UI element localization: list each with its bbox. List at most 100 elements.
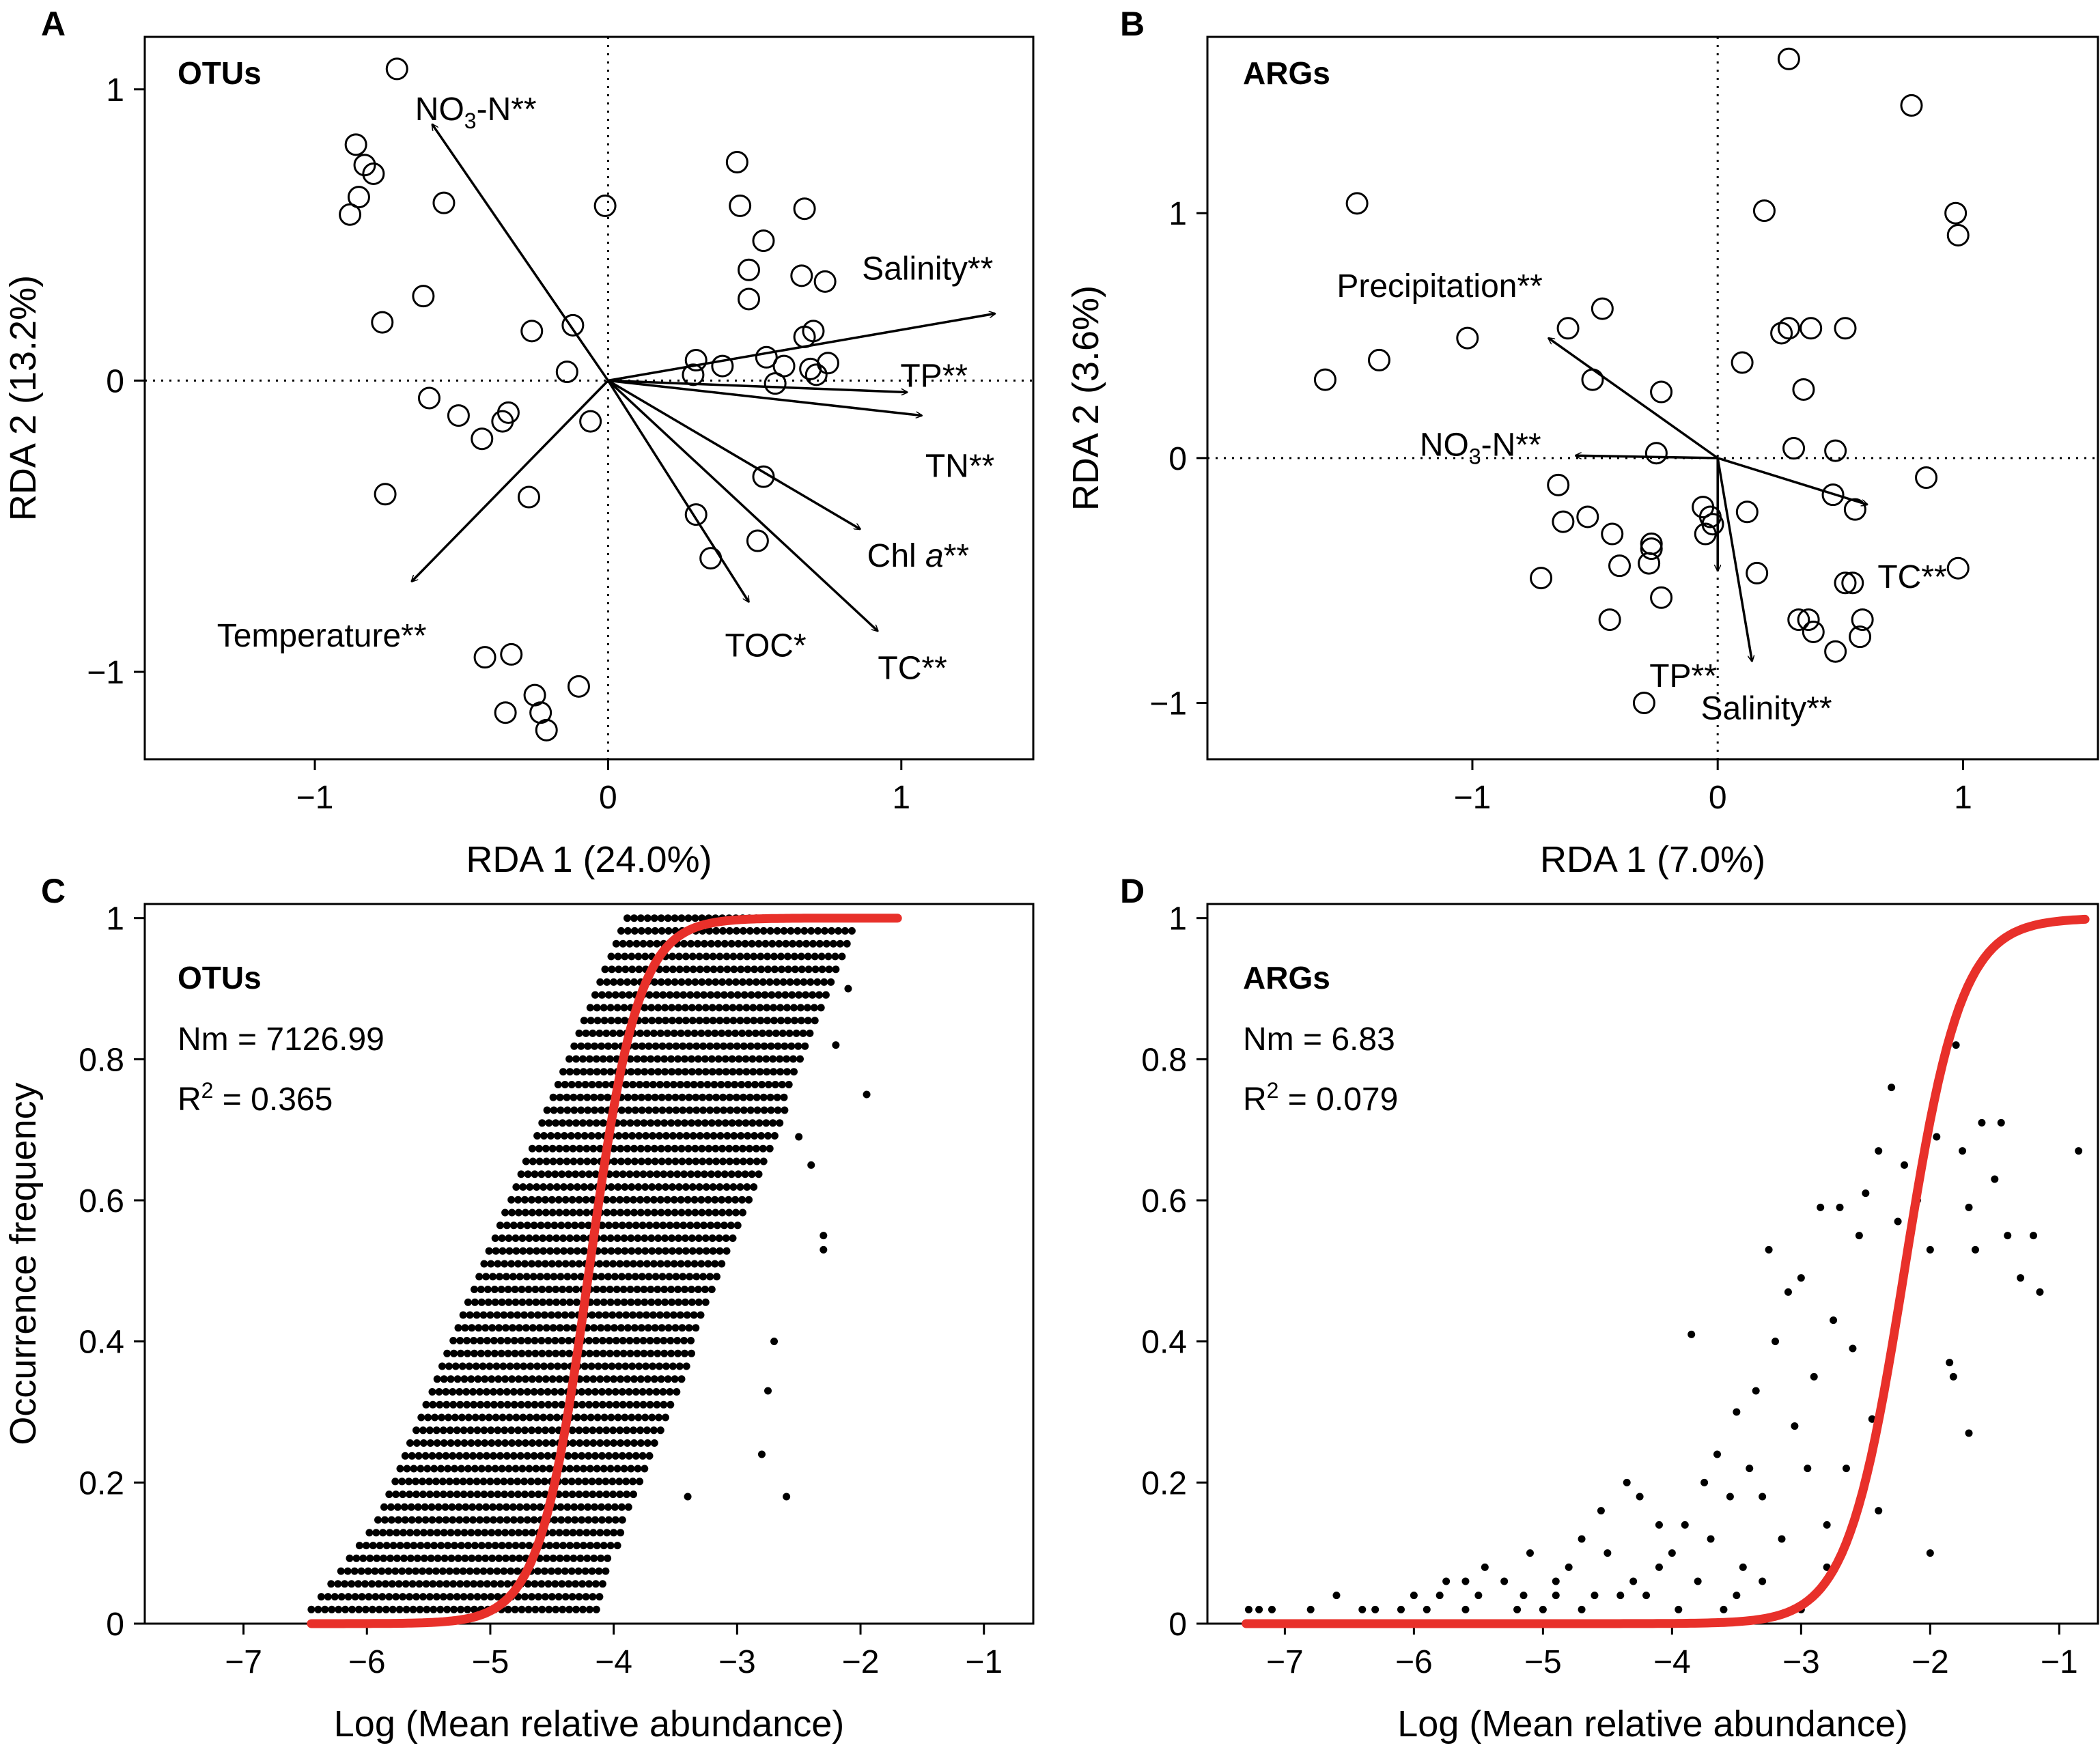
otu-point (760, 1106, 768, 1114)
otu-point (498, 1298, 506, 1306)
otu-point (767, 1106, 775, 1114)
otu-point (670, 1029, 678, 1037)
otu-point (635, 1132, 643, 1140)
otu-point (610, 1529, 618, 1537)
otu-point (570, 1042, 578, 1050)
otu-point (540, 1132, 548, 1140)
otu-point (628, 952, 636, 961)
otu-point (705, 978, 713, 986)
otu-point (713, 1106, 720, 1114)
otu-point (591, 1337, 600, 1344)
otu-point (509, 1554, 516, 1562)
otu-point (647, 1119, 655, 1127)
otu-point (391, 1478, 400, 1486)
otu-point (493, 1311, 501, 1319)
otu-point (434, 1554, 442, 1562)
otu-point (589, 1029, 597, 1037)
otu-point (372, 1593, 380, 1601)
otu-point (491, 1234, 499, 1242)
otu-point (758, 1029, 766, 1037)
otu-point (423, 1542, 432, 1550)
y-tick-label: 0.2 (79, 1465, 124, 1501)
otu-point (545, 1349, 553, 1357)
otu-point (598, 1042, 606, 1050)
otu-point (677, 978, 686, 986)
otu-point (715, 1234, 723, 1242)
otu-point (669, 1247, 676, 1255)
otu-point (568, 1593, 576, 1601)
arg-point (1765, 1245, 1773, 1254)
otu-point (578, 1516, 586, 1524)
otu-point (451, 1542, 458, 1550)
environmental-vector-label: Salinity** (862, 251, 993, 287)
otu-point (693, 1221, 701, 1230)
x-tick-label: −3 (1782, 1644, 1820, 1680)
otu-point (512, 1542, 520, 1550)
otu-point (593, 1413, 602, 1422)
otu-point (604, 1324, 612, 1332)
otu-point (536, 1503, 544, 1511)
otu-point (699, 1106, 708, 1114)
otu-point (412, 1490, 420, 1499)
otu-point (569, 1144, 577, 1153)
otu-point (613, 1298, 621, 1306)
x-tick-label: −1 (965, 1644, 1003, 1680)
arg-point (1655, 1563, 1663, 1571)
otu-point (538, 1605, 546, 1613)
otu-point (474, 1439, 482, 1447)
otu-point (796, 1004, 804, 1012)
otu-point (646, 1337, 654, 1344)
otu-point (569, 1209, 577, 1217)
otu-point (577, 1273, 585, 1281)
otu-point (725, 1029, 733, 1037)
otu-point (827, 978, 835, 986)
otu-point (652, 1106, 660, 1114)
otu-point (739, 978, 746, 986)
otu-point (662, 1017, 669, 1025)
otu-point (624, 978, 631, 986)
otu-point (550, 1388, 559, 1396)
otu-point (545, 1119, 553, 1127)
otu-point (576, 1439, 584, 1447)
otu-point (627, 1298, 635, 1306)
otu-point (565, 1286, 574, 1293)
otu-point (512, 1247, 520, 1255)
otu-point (642, 1132, 650, 1140)
otu-point (563, 1324, 571, 1332)
otu-point (582, 1593, 590, 1601)
otu-point (698, 1144, 706, 1153)
otu-point (534, 1260, 542, 1268)
otu-point (630, 914, 638, 922)
x-axis-label: RDA 1 (7.0%) (1540, 839, 1765, 880)
otu-point (381, 1580, 389, 1588)
otu-point (579, 1068, 587, 1076)
otu-point (705, 1209, 713, 1217)
otu-point (460, 1490, 468, 1499)
otu-point (790, 1017, 798, 1025)
otu-point (530, 1516, 538, 1524)
otu-point (482, 1503, 490, 1511)
y-axis-label: RDA 2 (3.6%) (1065, 285, 1106, 511)
otu-point (650, 1375, 658, 1383)
otu-point (396, 1542, 404, 1550)
otu-point (710, 1132, 718, 1140)
otu-point (518, 1349, 526, 1357)
otu-point (414, 1503, 422, 1511)
otu-point (695, 1004, 703, 1012)
otu-point (768, 991, 776, 999)
sample-point (804, 363, 828, 386)
otu-point (457, 1605, 465, 1613)
otu-point (500, 1311, 508, 1319)
otu-point (713, 991, 721, 999)
otu-point (753, 1093, 761, 1101)
otu-point (613, 1542, 621, 1550)
otu-point (688, 1234, 696, 1242)
sample-point (752, 465, 775, 488)
otu-point (546, 1542, 554, 1550)
otu-point (684, 1144, 692, 1153)
otu-point (568, 1311, 576, 1319)
otu-point (516, 1273, 524, 1281)
environmental-vector-arrow (1716, 457, 1752, 662)
otu-point (391, 1567, 400, 1575)
x-tick-label: 1 (1954, 780, 1972, 816)
